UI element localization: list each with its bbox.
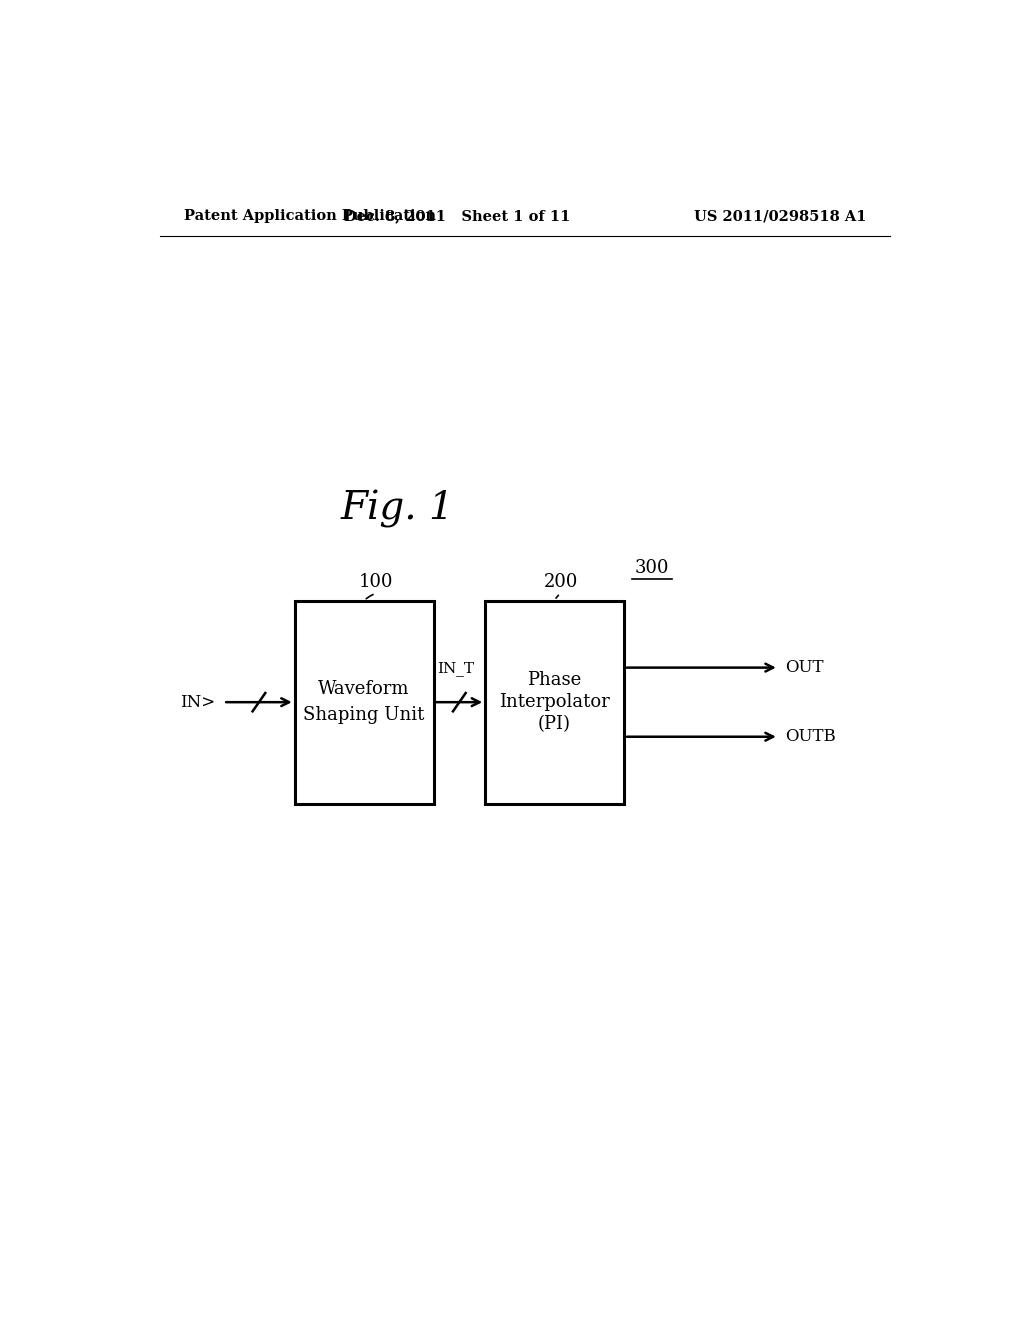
Text: Waveform: Waveform xyxy=(318,680,410,698)
Text: US 2011/0298518 A1: US 2011/0298518 A1 xyxy=(693,210,866,223)
Text: IN>: IN> xyxy=(179,694,215,710)
Text: Phase: Phase xyxy=(527,671,582,689)
Text: IN_T: IN_T xyxy=(437,661,474,676)
Text: Shaping Unit: Shaping Unit xyxy=(303,706,425,725)
Text: Dec. 8, 2011   Sheet 1 of 11: Dec. 8, 2011 Sheet 1 of 11 xyxy=(344,210,570,223)
Text: 200: 200 xyxy=(544,573,578,591)
Text: Patent Application Publication: Patent Application Publication xyxy=(183,210,435,223)
Text: 100: 100 xyxy=(358,573,393,591)
Text: Interpolator: Interpolator xyxy=(499,693,610,711)
Text: Fig. 1: Fig. 1 xyxy=(341,490,455,528)
Bar xyxy=(295,601,433,804)
Bar xyxy=(485,601,624,804)
Text: OUT: OUT xyxy=(785,659,823,676)
Text: OUTB: OUTB xyxy=(785,729,836,746)
Text: (PI): (PI) xyxy=(538,715,571,734)
Text: 300: 300 xyxy=(635,560,669,577)
